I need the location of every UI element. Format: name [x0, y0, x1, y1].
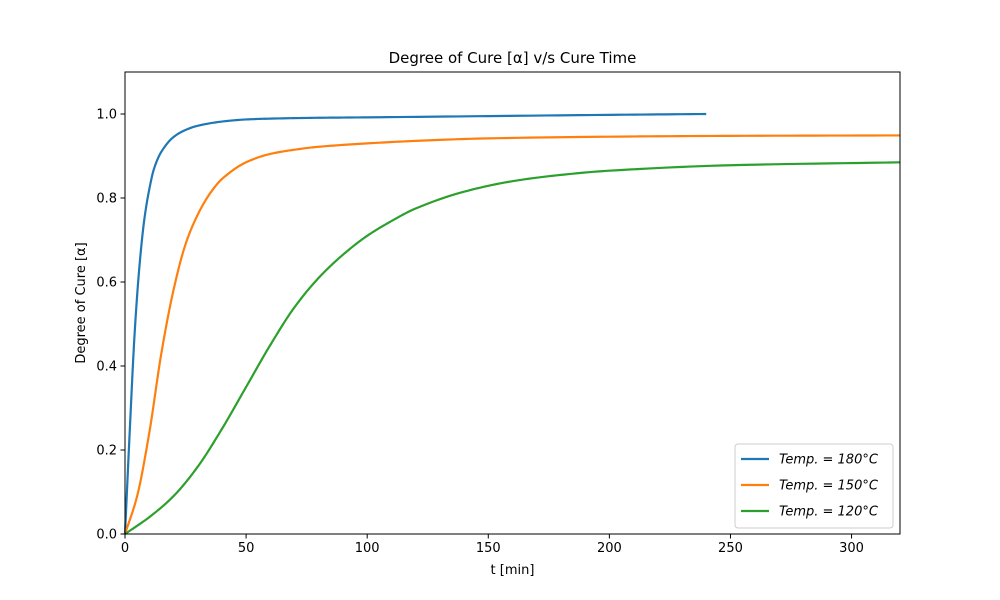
legend-entry-2: Temp. = 120°C	[779, 505, 879, 520]
series-line-0	[123, 112, 707, 535]
x-tick-label: 150	[476, 541, 501, 556]
legend-entry-1: Temp. = 150°C	[779, 479, 879, 494]
x-axis-label: t [min]	[491, 563, 535, 578]
plot-frame	[124, 71, 901, 535]
plot-lines	[123, 112, 901, 535]
chart-title: Degree of Cure [α] v/s Cure Time	[389, 49, 637, 67]
y-tick-label: 1.0	[96, 108, 117, 123]
series-line-1	[123, 134, 901, 535]
legend-box	[734, 443, 894, 529]
x-tick-label: 50	[238, 541, 255, 556]
x-tick-label: 300	[839, 541, 864, 556]
legend-entry-0: Temp. = 180°C	[779, 453, 879, 468]
y-tick-label: 0.8	[96, 192, 117, 207]
series-line-2	[124, 161, 901, 535]
y-axis: 0.0 0.2 0.4 0.6 0.8 1.0	[96, 108, 125, 543]
x-axis: 0 50 100 150 200 250 300	[121, 534, 864, 556]
y-tick-label: 0.4	[96, 360, 117, 375]
x-tick-label: 100	[355, 541, 380, 556]
x-tick-label: 250	[718, 541, 743, 556]
legend: Temp. = 180°C Temp. = 150°C Temp. = 120°C	[734, 443, 894, 529]
y-axis-label: Degree of Cure [α]	[74, 242, 89, 363]
y-tick-label: 0.2	[96, 444, 117, 459]
x-tick-label: 0	[121, 541, 129, 556]
y-tick-label: 0.0	[96, 528, 117, 543]
x-tick-label: 200	[597, 541, 622, 556]
y-tick-label: 0.6	[96, 276, 117, 291]
